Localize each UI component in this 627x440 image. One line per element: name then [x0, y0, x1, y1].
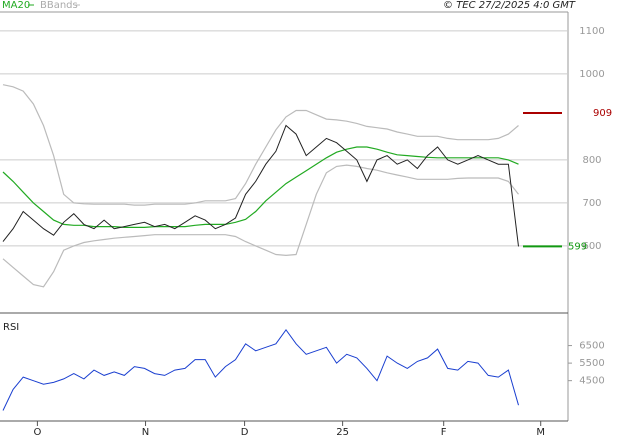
x-tick-label: D: [241, 427, 249, 438]
x-tick-label: N: [142, 427, 149, 438]
y-tick-label: 1100: [579, 26, 604, 37]
band-line: [2, 164, 519, 288]
y-tick-label: 5500: [579, 358, 604, 369]
ma-line: [2, 146, 519, 228]
x-tick-label: F: [441, 427, 447, 438]
level-label: 599: [568, 241, 587, 252]
x-tick-label: 25: [336, 427, 349, 438]
panel-title: RSI: [3, 322, 19, 333]
legend-entry: BBands: [40, 0, 78, 11]
price-line: [2, 124, 519, 247]
level-label: 909: [593, 108, 612, 119]
x-tick-label: M: [536, 427, 545, 438]
y-tick-label: 600: [582, 241, 601, 252]
legend-entry: MA20: [2, 0, 30, 11]
y-tick-label: 1000: [579, 69, 604, 80]
y-tick-label: 800: [582, 155, 601, 166]
rsi-line: [2, 328, 519, 411]
copyright: © TEC 27/2/2025 4:0 GMT: [443, 0, 576, 11]
y-tick-label: 6500: [579, 341, 604, 352]
x-tick-label: O: [33, 427, 41, 438]
band-line: [2, 84, 519, 206]
y-tick-label: 700: [582, 198, 601, 209]
y-tick-label: 4500: [579, 376, 604, 387]
